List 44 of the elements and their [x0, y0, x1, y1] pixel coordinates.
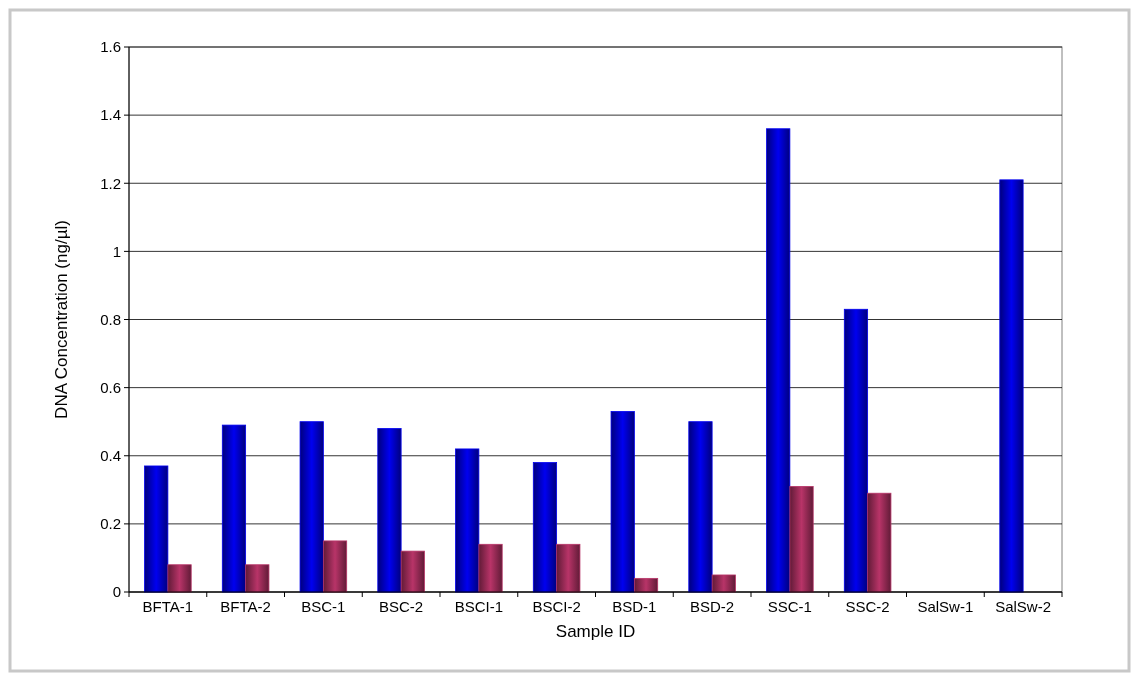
bar [610, 411, 635, 593]
bar [633, 577, 659, 593]
bar [167, 564, 192, 593]
bar [556, 543, 581, 593]
x-tick-label: SalSw-2 [995, 598, 1052, 615]
bar [322, 540, 348, 593]
bar [711, 574, 736, 593]
bar [221, 424, 247, 593]
x-tick-label: BSC-1 [301, 598, 346, 615]
x-tick-label: BSCI-2 [532, 598, 581, 615]
x-tick-label: BFTA-1 [142, 598, 194, 615]
x-tick-label: SSC-1 [767, 598, 812, 615]
bar [245, 564, 270, 593]
x-tick-label: BSD-1 [612, 598, 657, 615]
y-tick-label: 1 [112, 242, 121, 260]
bar [478, 543, 503, 593]
y-tick-label: 0.4 [100, 447, 121, 464]
bar [532, 462, 558, 593]
bar [688, 421, 713, 593]
bar [144, 465, 169, 593]
y-tick-label: 0.2 [100, 515, 121, 533]
bar [299, 421, 324, 593]
x-tick-label: BSD-2 [690, 598, 735, 615]
y-axis-title: DNA Concentration (ng/µl) [52, 220, 71, 419]
x-tick-label: BSC-2 [379, 598, 424, 615]
y-tick-label: 1.4 [100, 106, 121, 124]
y-tick-label: 1.2 [100, 174, 121, 192]
bar [789, 486, 814, 593]
y-tick-label: 0.6 [100, 378, 121, 396]
x-tick-label: SSC-2 [845, 598, 890, 615]
x-tick-label: SalSw-1 [917, 598, 974, 615]
x-axis-title: Sample ID [555, 622, 636, 641]
y-tick-label: 0.8 [100, 310, 121, 328]
bar [843, 308, 869, 593]
bar [455, 448, 480, 593]
bar [999, 179, 1024, 593]
bar [867, 492, 892, 593]
x-tick-label: BSCI-1 [454, 598, 504, 615]
bar [400, 550, 425, 593]
bar [377, 428, 402, 593]
x-tick-label: BFTA-2 [220, 598, 271, 615]
bar [766, 128, 791, 593]
y-tick-label: 1.6 [100, 38, 121, 56]
y-tick-label: 0 [112, 583, 121, 601]
